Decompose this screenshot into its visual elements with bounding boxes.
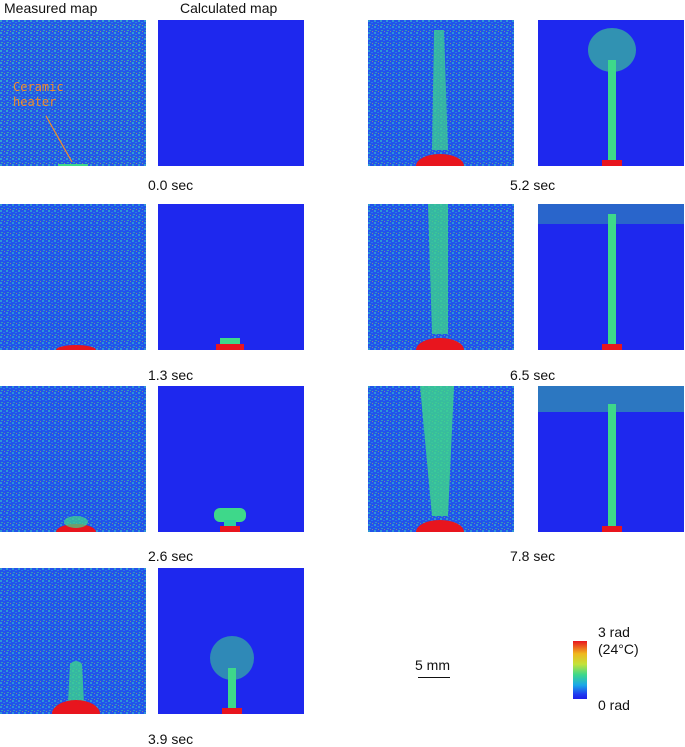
measured-map-5-2s bbox=[368, 20, 514, 166]
time-label-7-8s: 7.8 sec bbox=[510, 548, 556, 564]
calculated-map-1-3s bbox=[158, 204, 304, 350]
time-label-6-5s: 6.5 sec bbox=[510, 367, 556, 383]
measured-map-0-0s bbox=[0, 20, 146, 166]
time-label-0-0s: 0.0 sec bbox=[148, 177, 194, 193]
calculated-map-2-6s bbox=[158, 386, 304, 532]
ceramic-heater-pointer bbox=[45, 115, 73, 163]
calculated-map-7-8s bbox=[538, 386, 684, 532]
colorbar bbox=[573, 641, 587, 699]
measured-map-6-5s bbox=[368, 204, 514, 350]
calculated-map-6-5s bbox=[538, 204, 684, 350]
measured-map-header: Measured map bbox=[4, 0, 98, 16]
measured-map-2-6s bbox=[0, 386, 146, 532]
colorbar-max-label: 3 rad bbox=[598, 624, 630, 640]
calculated-map-5-2s bbox=[538, 20, 684, 166]
calculated-map-header: Calculated map bbox=[180, 0, 278, 16]
calculated-map-3-9s bbox=[158, 568, 304, 714]
colorbar-max-note: (24°C) bbox=[598, 641, 639, 657]
time-label-2-6s: 2.6 sec bbox=[148, 548, 194, 564]
ceramic-heater-label: Ceramic heater bbox=[13, 80, 64, 109]
calculated-map-0-0s bbox=[158, 20, 304, 166]
scale-bar bbox=[418, 677, 450, 678]
time-label-5-2s: 5.2 sec bbox=[510, 177, 556, 193]
measured-map-3-9s bbox=[0, 568, 146, 714]
measured-map-1-3s bbox=[0, 204, 146, 350]
time-label-1-3s: 1.3 sec bbox=[148, 367, 194, 383]
scale-bar-label: 5 mm bbox=[415, 657, 450, 673]
measured-map-7-8s bbox=[368, 386, 514, 532]
time-label-3-9s: 3.9 sec bbox=[148, 731, 194, 747]
colorbar-min-label: 0 rad bbox=[598, 697, 630, 713]
